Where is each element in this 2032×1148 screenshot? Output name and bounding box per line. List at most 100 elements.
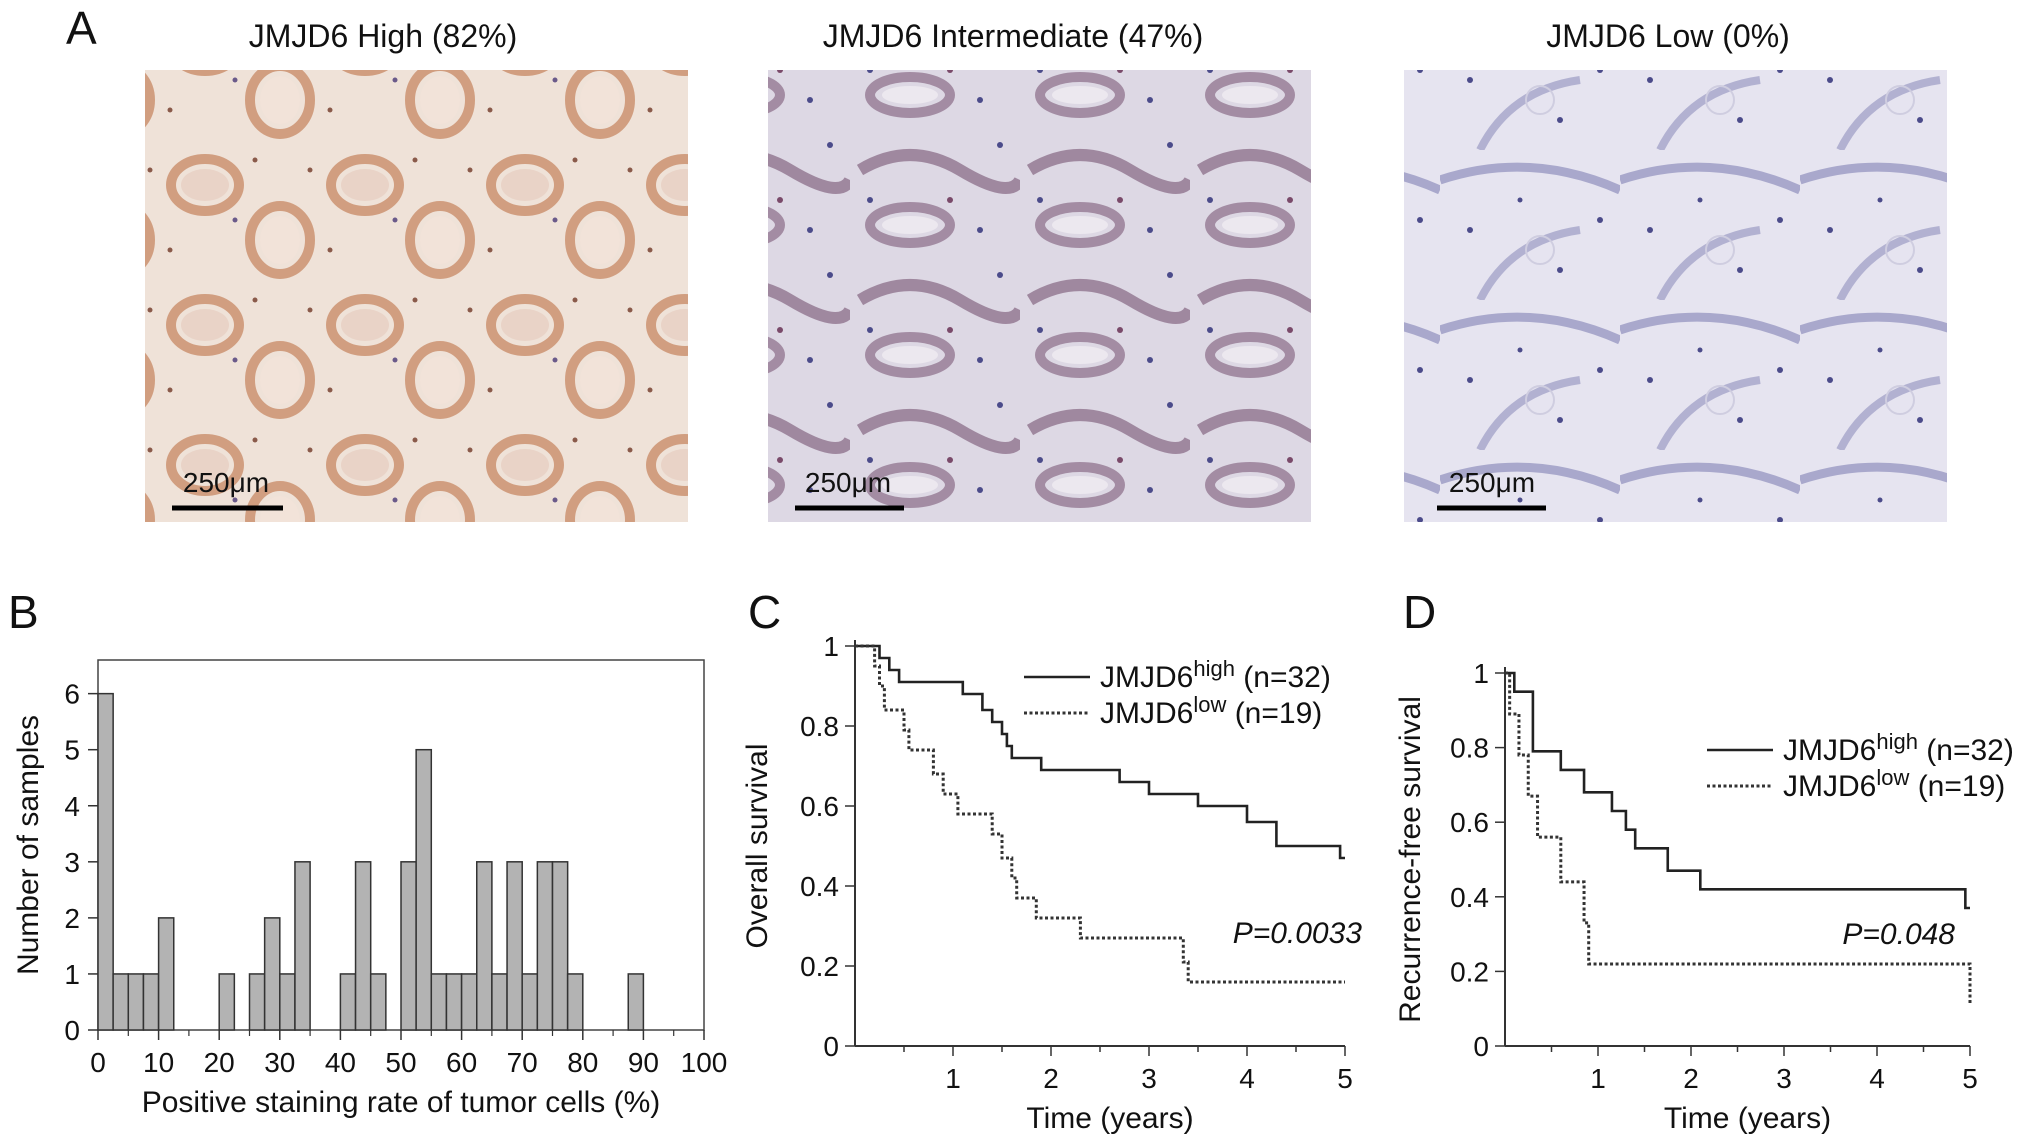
y-tick-label: 3 xyxy=(64,847,80,878)
overall-survival-chart: 0 0.2 0.4 0.6 0.8 1 1 2 3 4 5 Time (years) Overall s… xyxy=(741,631,1362,1135)
x-tick-label: 4 xyxy=(1239,1063,1255,1094)
scale-label-high: 250μm xyxy=(183,467,269,498)
x-tick-label: 90 xyxy=(628,1047,659,1078)
survival-curve-low xyxy=(855,644,1345,984)
x-axis-label: Time (years) xyxy=(1026,1102,1193,1135)
p-value-label: P=0.048 xyxy=(1842,918,1955,951)
micrograph-high-image xyxy=(145,70,688,522)
histogram-bar xyxy=(279,973,296,1031)
y-axis-label: Overall survival xyxy=(741,743,774,948)
y-tick-label: 0.6 xyxy=(1450,807,1489,838)
histogram-bar xyxy=(536,861,554,1031)
x-tick-label: 60 xyxy=(446,1047,477,1078)
x-tick-label: 5 xyxy=(1337,1063,1353,1094)
histogram-bar xyxy=(430,973,448,1031)
panel-a-letter: A xyxy=(66,2,97,54)
micrograph-intermediate-title: JMJD6 Intermediate (47%) xyxy=(823,18,1204,54)
y-tick-label: 0.8 xyxy=(1450,733,1489,764)
histogram-bar xyxy=(415,748,433,1031)
histogram-bar xyxy=(218,973,236,1031)
y-tick-label: 1 xyxy=(823,631,839,662)
histogram-bar xyxy=(97,692,114,1031)
panel-b-letter: B xyxy=(8,586,39,638)
x-tick-label: 50 xyxy=(385,1047,416,1078)
y-tick-label: 1 xyxy=(64,959,80,990)
histogram-bar xyxy=(294,861,311,1031)
histogram-bar xyxy=(142,973,160,1031)
histogram-bar xyxy=(157,917,175,1031)
micrograph-low: JMJD6 Low (0%) 250μm xyxy=(1404,18,1947,522)
y-tick-label: 0.4 xyxy=(800,871,839,902)
histogram-bar xyxy=(248,973,266,1031)
x-tick-label: 30 xyxy=(264,1047,295,1078)
histogram-bar xyxy=(339,973,357,1031)
y-axis-label: Number of samples xyxy=(12,715,45,975)
y-tick-label: 0 xyxy=(1473,1031,1489,1062)
micrograph-high-title: JMJD6 High (82%) xyxy=(249,18,518,54)
histogram-bar xyxy=(506,861,523,1031)
legend-label-high: JMJD6high (n=32) xyxy=(1783,729,2014,767)
scale-label-intermediate: 250μm xyxy=(805,467,891,498)
x-tick-label: 100 xyxy=(681,1047,728,1078)
x-tick-label: 3 xyxy=(1776,1063,1792,1094)
y-tick-label: 0.2 xyxy=(1450,956,1489,987)
survival-curve-high xyxy=(1505,671,1970,910)
x-tick-label: 1 xyxy=(945,1063,961,1094)
x-axis-label: Positive staining rate of tumor cells (%… xyxy=(142,1086,661,1119)
x-tick-label: 2 xyxy=(1683,1063,1699,1094)
y-tick-label: 2 xyxy=(64,903,80,934)
legend-label-high: JMJD6high (n=32) xyxy=(1100,656,1331,694)
histogram-bar xyxy=(354,861,372,1031)
histogram-bar xyxy=(491,973,508,1031)
y-tick-label: 0.4 xyxy=(1450,882,1489,913)
x-tick-label: 4 xyxy=(1869,1063,1885,1094)
x-tick-label: 10 xyxy=(143,1047,174,1078)
histogram-bar xyxy=(445,973,463,1031)
micrograph-low-image xyxy=(1404,70,1947,522)
y-tick-label: 4 xyxy=(64,791,80,822)
micrograph-high: JMJD6 High (82%) 250μm xyxy=(145,18,688,522)
y-tick-label: 5 xyxy=(64,735,80,766)
x-tick-label: 0 xyxy=(90,1047,106,1078)
histogram-bar xyxy=(460,973,478,1031)
histogram-bar xyxy=(476,861,493,1031)
x-tick-label: 40 xyxy=(325,1047,356,1078)
x-axis-label: Time (years) xyxy=(1664,1102,1831,1135)
x-tick-label: 70 xyxy=(507,1047,538,1078)
histogram-bar xyxy=(112,973,130,1031)
survival-curve-low xyxy=(1505,671,1972,1005)
histogram-bar xyxy=(127,973,145,1031)
scale-label-low: 250μm xyxy=(1449,467,1535,498)
survival-curve-high xyxy=(855,644,1345,860)
y-tick-label: 0 xyxy=(823,1031,839,1062)
histogram-chart: 0 10 20 30 40 50 60 70 80 90 100 0 1 2 3 4 5 6 Positive st… xyxy=(12,659,728,1119)
histogram-bar xyxy=(263,917,281,1031)
histogram-bar xyxy=(627,973,645,1031)
recurrence-free-survival-chart: 0 0.2 0.4 0.6 0.8 1 1 2 3 4 5 Time (years) Recurrenc… xyxy=(1394,658,2014,1135)
y-tick-label: 1 xyxy=(1473,658,1489,689)
y-tick-label: 0.2 xyxy=(800,951,839,982)
x-tick-label: 20 xyxy=(204,1047,235,1078)
y-axis-label: Recurrence-free survival xyxy=(1394,696,1427,1023)
y-tick-label: 0.8 xyxy=(800,711,839,742)
legend-label-low: JMJD6low (n=19) xyxy=(1100,692,1322,730)
y-tick-label: 0.6 xyxy=(800,791,839,822)
x-tick-label: 2 xyxy=(1043,1063,1059,1094)
x-tick-label: 3 xyxy=(1141,1063,1157,1094)
x-tick-label: 5 xyxy=(1962,1063,1978,1094)
legend-label-low: JMJD6low (n=19) xyxy=(1783,765,2005,803)
histogram-bar xyxy=(521,973,539,1031)
x-tick-label: 1 xyxy=(1590,1063,1606,1094)
y-tick-label: 6 xyxy=(64,679,80,710)
y-tick-label: 0 xyxy=(64,1015,80,1046)
histogram-bar xyxy=(400,861,417,1031)
x-tick-label: 80 xyxy=(567,1047,598,1078)
p-value-label: P=0.0033 xyxy=(1233,917,1363,950)
micrograph-intermediate-image xyxy=(768,70,1311,522)
micrograph-intermediate: JMJD6 Intermediate (47%) 250μm xyxy=(768,18,1311,522)
panel-d-letter: D xyxy=(1403,586,1436,638)
histogram-bar xyxy=(566,973,584,1031)
histogram-bar xyxy=(551,861,569,1031)
histogram-bar xyxy=(369,973,387,1031)
